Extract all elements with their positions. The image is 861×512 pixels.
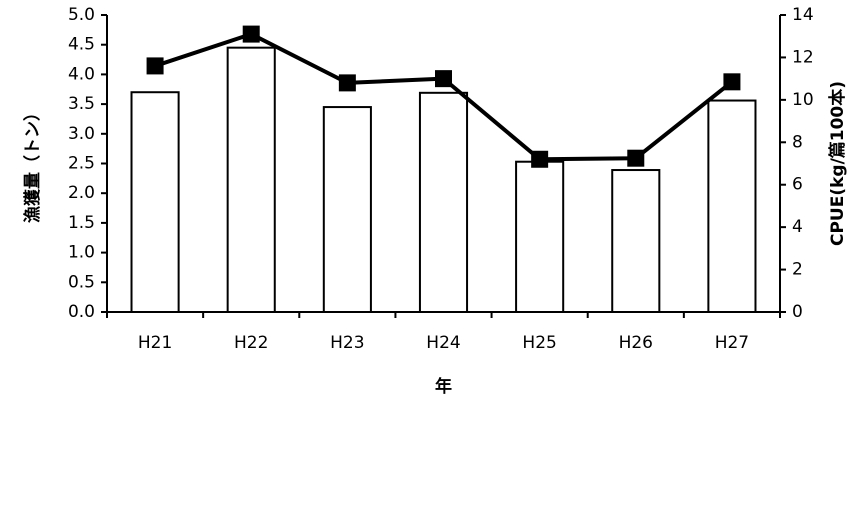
text-layer: 0.0 0.5 1.0 1.5 2.0 2.5 3.0 3.5 4.0 4.5 5.0 0 2 4 6 8 10…: [22, 5, 848, 397]
bar-h22: [226, 46, 276, 313]
y-right-tick-label: 6: [792, 175, 803, 195]
cpue-marker-h26: [627, 149, 645, 167]
cpue-marker-h23: [338, 74, 356, 92]
bar-h26: [611, 169, 661, 313]
y-left-tick-label: 0.5: [68, 272, 95, 292]
bar-h21: [130, 91, 180, 313]
cpue-marker-h22: [242, 25, 260, 43]
y-left-tick-label: 3.5: [68, 94, 95, 114]
axes-layer: [101, 14, 786, 318]
x-tick-label-h25: H25: [522, 333, 556, 353]
y-left-tick-label: 5.0: [68, 5, 95, 25]
x-tick-label-h23: H23: [330, 333, 364, 353]
y-left-tick-label: 1.5: [68, 213, 95, 233]
x-tick-label-h24: H24: [426, 333, 460, 353]
y-left-tick-label: 4.0: [68, 64, 95, 84]
y-right-tick-label: 10: [792, 90, 814, 110]
x-tick-label-h26: H26: [619, 333, 653, 353]
y-right-tick-label: 0: [792, 302, 803, 322]
x-tick-label-h27: H27: [715, 333, 749, 353]
bar-h23: [322, 106, 372, 313]
y-right-tick-label: 2: [792, 260, 803, 280]
y-left-tick-label: 0.0: [68, 302, 95, 322]
y-left-tick-label: 4.5: [68, 35, 95, 55]
y-left-tick-label: 1.0: [68, 243, 95, 263]
y-left-tick-label: 3.0: [68, 124, 95, 144]
y-left-tick-label: 2.0: [68, 183, 95, 203]
y-right-tick-label: 12: [792, 47, 814, 67]
bar-h25: [515, 160, 565, 313]
cpue-marker-h25: [531, 150, 549, 168]
cpue-marker-h24: [435, 70, 452, 88]
y-right-tick-label: 8: [792, 132, 803, 152]
y-right-tick-label: 4: [792, 217, 803, 237]
y-axis-left-title: 漁獲量（トン）: [22, 104, 43, 223]
y-axis-right-title: CPUE(kg/篇100本): [827, 81, 848, 246]
bar-h24: [418, 91, 469, 314]
x-tick-label-h21: H21: [138, 333, 172, 353]
y-right-tick-label: 14: [792, 5, 814, 25]
cpue-marker-h21: [146, 57, 164, 75]
bar-h27: [707, 99, 757, 314]
x-tick-label-h22: H22: [234, 333, 268, 353]
x-axis-title: 年: [435, 376, 452, 397]
line-layer: [146, 25, 741, 168]
bars-layer: [130, 46, 757, 314]
cpue-marker-h27: [723, 73, 741, 91]
y-left-tick-label: 2.5: [68, 154, 95, 174]
